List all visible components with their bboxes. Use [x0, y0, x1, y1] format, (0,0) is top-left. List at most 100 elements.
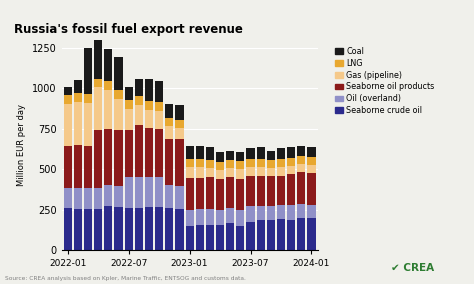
- Bar: [84, 209, 92, 250]
- Bar: [277, 176, 285, 205]
- Bar: [206, 160, 214, 168]
- Bar: [185, 178, 194, 210]
- Bar: [206, 209, 214, 225]
- Bar: [256, 176, 265, 206]
- Y-axis label: Million EUR per day: Million EUR per day: [18, 104, 27, 186]
- Bar: [175, 209, 183, 250]
- Bar: [206, 225, 214, 250]
- Bar: [74, 93, 82, 102]
- Legend: Coal, LNG, Gas (pipeline), Seaborne oil products, Oil (overland), Seaborne crude: Coal, LNG, Gas (pipeline), Seaborne oil …: [332, 44, 438, 118]
- Bar: [175, 120, 183, 128]
- Bar: [185, 167, 194, 178]
- Bar: [64, 104, 72, 147]
- Bar: [74, 80, 82, 93]
- Bar: [277, 158, 285, 167]
- Bar: [114, 186, 123, 207]
- Bar: [94, 79, 102, 87]
- Bar: [216, 162, 224, 170]
- Bar: [84, 94, 92, 103]
- Bar: [216, 225, 224, 250]
- Bar: [287, 158, 295, 166]
- Bar: [104, 90, 112, 130]
- Bar: [145, 207, 153, 250]
- Bar: [74, 102, 82, 145]
- Bar: [216, 210, 224, 225]
- Bar: [196, 158, 204, 167]
- Bar: [175, 139, 183, 186]
- Bar: [267, 168, 275, 176]
- Bar: [297, 204, 305, 218]
- Bar: [165, 118, 173, 126]
- Bar: [216, 152, 224, 162]
- Bar: [277, 219, 285, 250]
- Bar: [308, 147, 316, 157]
- Bar: [297, 218, 305, 250]
- Bar: [237, 210, 245, 226]
- Bar: [155, 111, 163, 130]
- Bar: [94, 130, 102, 189]
- Bar: [165, 185, 173, 208]
- Text: Russia's fossil fuel export revenue: Russia's fossil fuel export revenue: [14, 23, 243, 36]
- Bar: [287, 205, 295, 220]
- Bar: [74, 145, 82, 188]
- Bar: [196, 225, 204, 250]
- Bar: [155, 177, 163, 207]
- Bar: [145, 79, 153, 101]
- Bar: [185, 226, 194, 250]
- Bar: [246, 206, 255, 222]
- Bar: [206, 147, 214, 160]
- Bar: [84, 103, 92, 146]
- Bar: [297, 146, 305, 156]
- Bar: [196, 178, 204, 209]
- Bar: [267, 176, 275, 206]
- Bar: [237, 226, 245, 250]
- Bar: [308, 165, 316, 173]
- Bar: [74, 188, 82, 209]
- Bar: [125, 87, 133, 100]
- Bar: [94, 33, 102, 79]
- Bar: [267, 220, 275, 250]
- Bar: [196, 209, 204, 225]
- Bar: [94, 209, 102, 250]
- Bar: [226, 177, 234, 208]
- Bar: [114, 99, 123, 130]
- Bar: [64, 95, 72, 104]
- Bar: [185, 210, 194, 226]
- Bar: [125, 130, 133, 177]
- Bar: [64, 208, 72, 250]
- Bar: [104, 185, 112, 206]
- Bar: [237, 161, 245, 169]
- Bar: [145, 110, 153, 128]
- Bar: [308, 205, 316, 218]
- Bar: [135, 177, 143, 208]
- Bar: [267, 160, 275, 168]
- Bar: [165, 104, 173, 118]
- Bar: [196, 147, 204, 158]
- Bar: [297, 172, 305, 204]
- Bar: [64, 188, 72, 208]
- Bar: [267, 151, 275, 160]
- Bar: [287, 220, 295, 250]
- Bar: [256, 206, 265, 220]
- Bar: [246, 148, 255, 158]
- Bar: [246, 176, 255, 206]
- Bar: [226, 223, 234, 250]
- Bar: [267, 206, 275, 220]
- Bar: [114, 207, 123, 250]
- Bar: [246, 167, 255, 176]
- Bar: [165, 139, 173, 185]
- Bar: [135, 126, 143, 177]
- Bar: [226, 151, 234, 160]
- Bar: [175, 186, 183, 209]
- Bar: [114, 130, 123, 186]
- Bar: [135, 105, 143, 126]
- Bar: [297, 164, 305, 172]
- Bar: [64, 147, 72, 188]
- Bar: [165, 208, 173, 250]
- Bar: [196, 167, 204, 178]
- Bar: [64, 87, 72, 95]
- Bar: [226, 160, 234, 168]
- Bar: [104, 206, 112, 250]
- Bar: [145, 128, 153, 177]
- Bar: [277, 205, 285, 219]
